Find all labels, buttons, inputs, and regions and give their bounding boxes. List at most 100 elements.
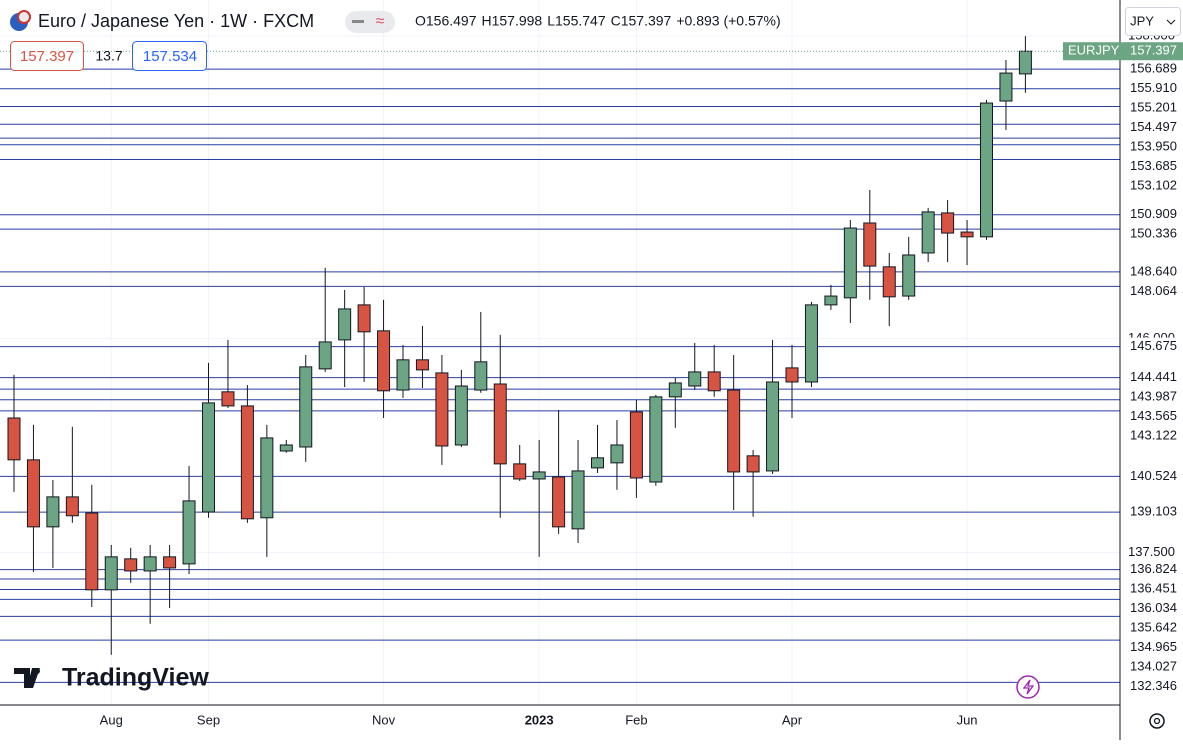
level-label-bg xyxy=(1121,138,1183,157)
ohlc-value: O156.497 xyxy=(415,13,477,29)
level-label-bg xyxy=(1121,407,1183,426)
level-label: 145.675 xyxy=(1130,338,1177,353)
level-label: 150.336 xyxy=(1130,226,1177,241)
level-label: 155.910 xyxy=(1130,80,1177,95)
spread: 13.7 xyxy=(95,48,122,64)
x-tick-label: 2023 xyxy=(525,712,554,727)
level-label-bg xyxy=(1121,225,1183,244)
bid-box[interactable] xyxy=(10,41,84,71)
candle-body xyxy=(221,391,235,407)
candle-body xyxy=(415,359,429,371)
candle-body xyxy=(980,102,993,238)
ohlc-value: C157.397 xyxy=(611,13,672,29)
level-label: 155.201 xyxy=(1130,100,1177,115)
y-tick-label: 137.500 xyxy=(1128,544,1175,559)
candle-body xyxy=(279,444,293,452)
level-label-bg xyxy=(1121,262,1183,281)
candle-body xyxy=(26,459,40,528)
level-label: 140.524 xyxy=(1130,468,1177,483)
candle-body xyxy=(649,396,663,483)
last-price-symbol: EURJPY xyxy=(1068,43,1120,58)
icon xyxy=(1153,717,1161,725)
candle-body xyxy=(46,496,60,528)
level-label: 134.027 xyxy=(1130,659,1177,674)
candle-body xyxy=(318,341,332,370)
symbol-title[interactable]: Euro / Japanese Yen · 1W · FXCM xyxy=(38,11,314,31)
candle-body xyxy=(591,457,604,469)
candle-body xyxy=(396,359,410,391)
candle-body xyxy=(299,366,313,448)
x-tick-label: Nov xyxy=(372,712,396,727)
currency: JPY xyxy=(1130,13,1154,28)
level-label-bg xyxy=(1121,467,1183,486)
level-label-bg xyxy=(1121,677,1183,696)
candle-body xyxy=(571,470,585,530)
candle-body xyxy=(902,254,916,297)
candle-body xyxy=(727,389,741,473)
level-label: 136.824 xyxy=(1130,561,1177,576)
candle-body xyxy=(960,231,974,238)
news-icon[interactable] xyxy=(1016,675,1040,699)
candle-body xyxy=(377,330,391,392)
candle-body xyxy=(435,372,449,447)
candle-body xyxy=(65,496,79,517)
level-label-bg xyxy=(1121,282,1183,301)
settings-icon[interactable] xyxy=(1149,713,1165,729)
ohlc-value: L155.747 xyxy=(547,13,606,29)
candle-body xyxy=(474,361,488,391)
candle-body xyxy=(843,227,857,299)
level-label: 136.451 xyxy=(1130,581,1177,596)
candle-body xyxy=(260,437,274,519)
candle-body xyxy=(707,371,721,392)
candle-body xyxy=(1018,50,1032,75)
candle-body xyxy=(766,381,780,472)
level-label-bg xyxy=(1121,157,1183,176)
x-tick-label: Apr xyxy=(782,712,803,727)
level-label: 153.102 xyxy=(1130,178,1177,193)
level-label-bg xyxy=(1121,337,1183,356)
candle-body xyxy=(532,471,546,480)
indicator-toggle[interactable] xyxy=(345,11,395,33)
candle-body xyxy=(552,476,566,528)
candle-body xyxy=(357,304,371,333)
level-label-bg xyxy=(1121,427,1183,446)
level-label-bg xyxy=(1121,638,1183,657)
price-axis: 158.000146.000137.500156.689155.910155.2… xyxy=(1121,27,1183,696)
candle-body xyxy=(202,402,215,513)
candle-body xyxy=(163,556,177,569)
bid-price: 157.397 xyxy=(20,48,74,65)
level-label: 154.497 xyxy=(1130,119,1177,134)
ask-box[interactable] xyxy=(132,41,207,71)
candle-body xyxy=(999,72,1013,102)
level-label-bg xyxy=(1121,99,1183,118)
candle-body xyxy=(454,385,468,446)
currency-button[interactable] xyxy=(1125,7,1181,36)
level-label-bg xyxy=(1121,79,1183,98)
icon xyxy=(352,20,364,23)
candle-body xyxy=(143,556,157,572)
candle-body xyxy=(104,556,118,591)
level-label-bg xyxy=(1121,60,1183,79)
level-label-bg xyxy=(1121,118,1183,137)
candle-body xyxy=(182,500,196,565)
level-label: 153.685 xyxy=(1130,158,1177,173)
ohlc-values: O156.497 H157.998 L155.747 C157.397 +0.893 (… xyxy=(415,13,781,29)
last-price-value: 157.397 xyxy=(1130,43,1177,58)
x-tick-label: Aug xyxy=(100,712,123,727)
candle-body xyxy=(804,304,818,383)
candle-body xyxy=(863,222,877,267)
candle-body xyxy=(688,371,702,387)
level-label-bg xyxy=(1121,368,1183,387)
candle-body xyxy=(785,367,799,383)
candle-body xyxy=(824,295,838,306)
level-label: 143.565 xyxy=(1130,408,1177,423)
candle-body xyxy=(746,455,760,473)
icon xyxy=(1022,679,1035,695)
dropdown-arrow xyxy=(1166,19,1176,25)
candle-body xyxy=(629,411,643,479)
ask-price: 157.534 xyxy=(143,48,197,65)
level-label-bg xyxy=(1121,388,1183,407)
plot-area xyxy=(0,0,1120,705)
ohlc-value: H157.998 xyxy=(482,13,543,29)
